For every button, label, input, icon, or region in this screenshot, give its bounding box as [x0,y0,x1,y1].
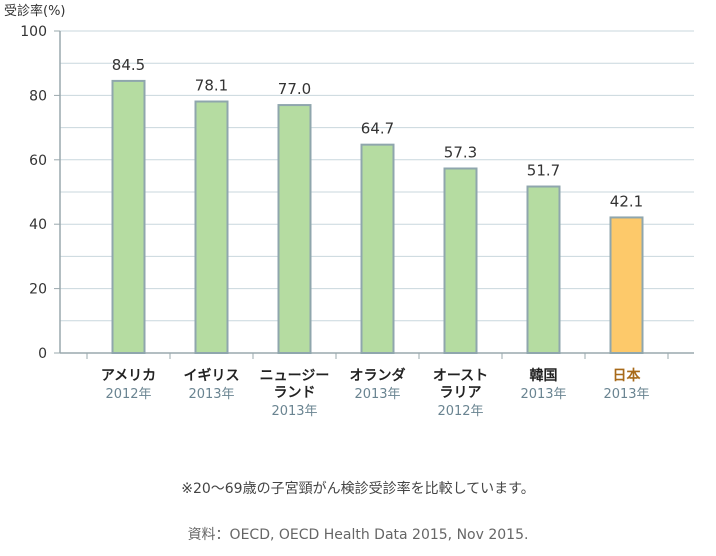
year-label: 2013年 [271,404,317,419]
bar-5 [443,167,478,354]
year-label: 2013年 [354,387,400,402]
value-label: 77.0 [278,80,311,98]
category-label: 日本 [613,367,642,384]
value-label: 42.1 [610,192,643,210]
bar-1 [111,79,146,354]
value-label: 78.1 [195,77,228,95]
value-label: 51.7 [527,162,560,180]
y-axis-label: 受診率(%) [4,3,66,19]
comparison-note: ※20〜69歳の子宮頸がん検診受診率を比較しています。 [181,481,535,497]
category-label: オースト [433,368,488,384]
y-tick-label: 40 [29,217,47,233]
value-label: 57.3 [444,143,477,161]
y-tick-label: 60 [29,153,47,169]
value-label: 64.7 [361,120,394,138]
value-label: 84.5 [112,56,145,74]
category-label: イギリス [184,367,240,384]
bar-3 [277,104,312,354]
category-label: ニュージー [260,368,330,384]
category-label: ラリア [440,385,482,401]
year-label: 2013年 [520,387,566,402]
y-tick-label: 100 [20,24,47,40]
source-note: 資料：OECD, OECD Health Data 2015, Nov 2015… [187,527,529,543]
bar-4 [360,143,395,354]
category-label: オランダ [350,367,406,384]
year-label: 2012年 [105,387,151,402]
year-label: 2013年 [188,387,234,402]
bar-7 [609,216,644,354]
y-tick-label: 80 [29,88,47,104]
year-label: 2013年 [603,387,649,402]
y-tick-label: 0 [38,346,47,362]
category-label: アメリカ [101,368,156,384]
bar-6 [526,185,561,354]
year-label: 2012年 [437,404,483,419]
category-label: ランド [274,385,316,401]
y-tick-label: 20 [29,282,47,298]
bar-2 [194,100,229,354]
category-label: 韓国 [530,367,558,384]
